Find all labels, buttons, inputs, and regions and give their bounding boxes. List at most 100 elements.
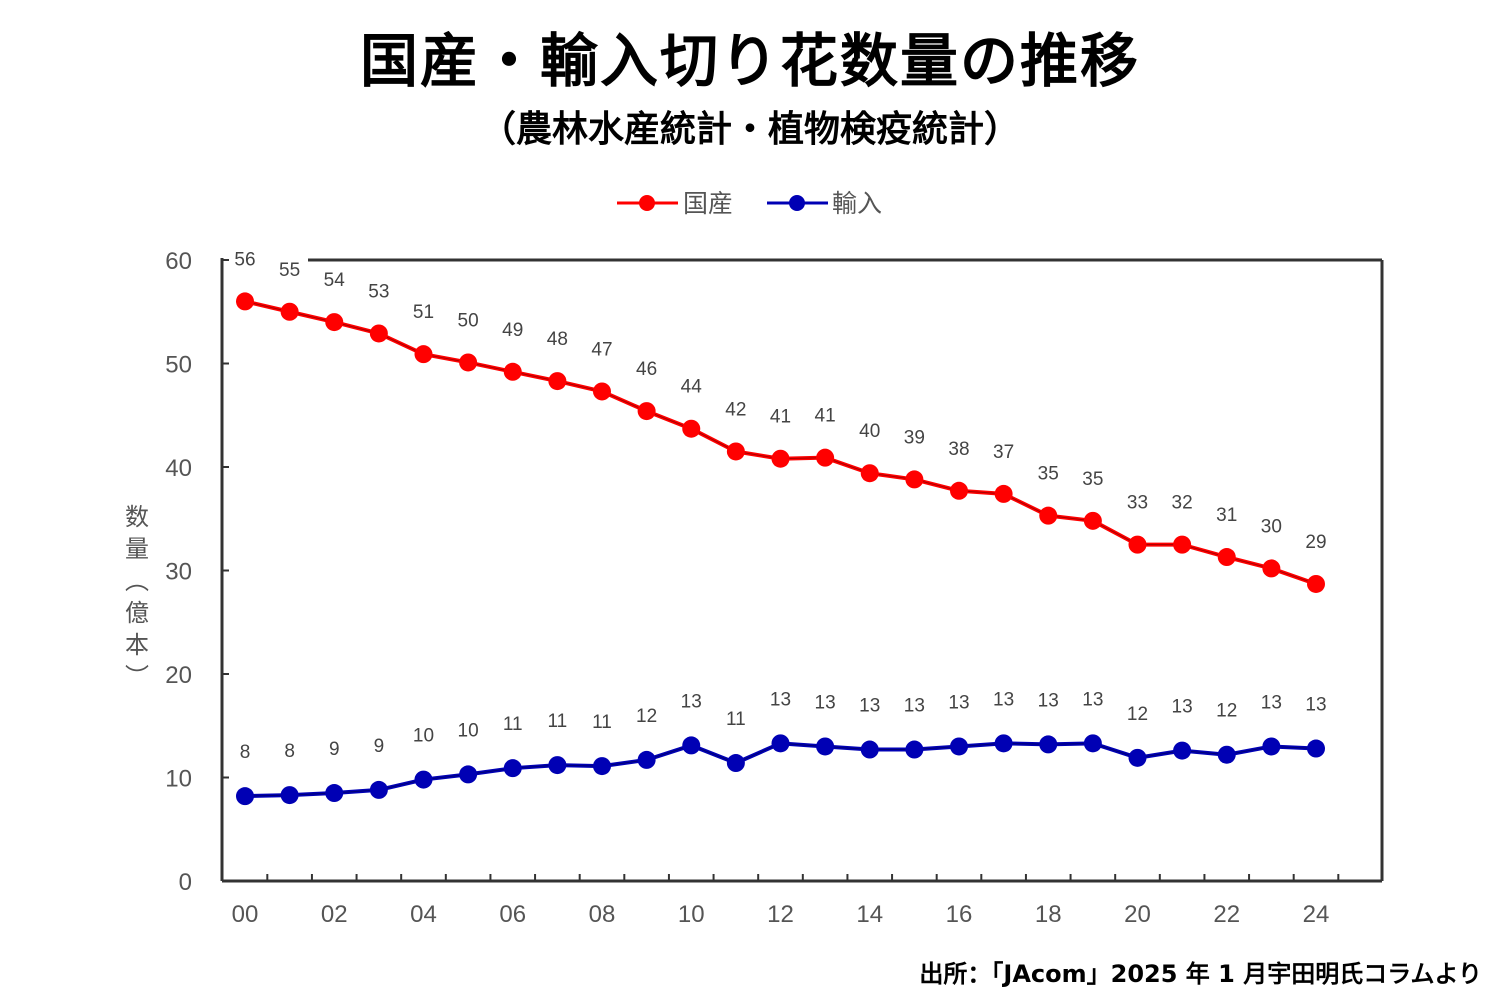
data-point xyxy=(905,470,924,489)
data-point xyxy=(726,754,745,773)
data-point xyxy=(369,780,388,799)
data-label: 38 xyxy=(948,439,969,460)
data-label: 51 xyxy=(413,302,434,323)
data-point xyxy=(503,362,522,381)
data-label: 41 xyxy=(770,407,791,428)
data-label: 8 xyxy=(284,741,295,762)
legend-item-import: 輸入 xyxy=(767,189,882,218)
data-point xyxy=(1128,535,1147,554)
data-point xyxy=(593,382,611,401)
data-label: 10 xyxy=(458,720,479,741)
data-point xyxy=(503,759,522,778)
data-label: 13 xyxy=(1038,690,1059,711)
x-tick-label: 14 xyxy=(856,901,883,928)
y-tick-label: 50 xyxy=(165,352,192,379)
data-point xyxy=(994,484,1013,503)
data-label: 30 xyxy=(1261,516,1282,537)
data-label: 35 xyxy=(1082,469,1103,490)
series-group: 56 55 54 53 51 50 49 48 47 46 44 42 41 41 40 39 38 37 35 35… xyxy=(234,249,1327,806)
data-label: 55 xyxy=(279,260,300,281)
legend-label-domestic: 国産 xyxy=(683,189,733,218)
data-label: 9 xyxy=(329,739,340,760)
data-label: 11 xyxy=(503,714,523,735)
data-point xyxy=(637,750,656,769)
data-point xyxy=(816,448,835,467)
data-point xyxy=(1128,748,1147,767)
x-tick-label: 24 xyxy=(1303,901,1330,928)
data-point xyxy=(236,292,254,311)
x-ticks: 00 02 04 06 08 10 12 14 16 18 20 22 24 xyxy=(232,874,1340,928)
y-axis-label-char: ︶ xyxy=(125,663,149,691)
data-label: 13 xyxy=(993,689,1014,710)
data-label: 13 xyxy=(948,692,969,713)
series-domestic: 56 55 54 53 51 50 49 48 47 46 44 42 41 41 40 39 38 37 35 35… xyxy=(234,249,1327,593)
y-axis-label: 数量 ︵ 億本 ︶ xyxy=(125,503,149,691)
data-label: 39 xyxy=(904,427,925,448)
data-label: 11 xyxy=(548,711,568,732)
legend-item-domestic: 国産 xyxy=(617,189,733,218)
data-label: 10 xyxy=(413,726,434,747)
data-label: 13 xyxy=(815,692,836,713)
data-label: 42 xyxy=(725,399,746,420)
y-ticks: 0 10 20 30 40 50 60 xyxy=(165,248,229,896)
x-tick-label: 18 xyxy=(1035,901,1062,928)
data-label: 50 xyxy=(458,310,479,331)
data-label: 56 xyxy=(234,249,255,270)
y-axis-label-char: ︵ xyxy=(125,567,149,595)
y-axis-label-char: 本 xyxy=(125,631,149,659)
data-point xyxy=(1039,506,1058,525)
data-point xyxy=(1262,737,1281,756)
x-tick-label: 12 xyxy=(767,901,794,928)
x-tick-label: 08 xyxy=(589,901,616,928)
data-label: 31 xyxy=(1216,505,1237,526)
x-tick-label: 10 xyxy=(678,901,705,928)
x-tick-label: 02 xyxy=(321,901,348,928)
data-point xyxy=(950,737,968,756)
data-point xyxy=(860,740,879,759)
data-label: 35 xyxy=(1038,464,1059,485)
data-point xyxy=(1173,535,1192,554)
data-label: 12 xyxy=(636,706,657,727)
data-label: 12 xyxy=(1216,701,1237,722)
data-label: 8 xyxy=(240,742,251,763)
data-label: 13 xyxy=(1172,697,1193,718)
data-point xyxy=(414,770,433,789)
data-label: 13 xyxy=(770,689,791,710)
data-label: 11 xyxy=(726,709,746,730)
data-label: 48 xyxy=(547,329,568,350)
data-point xyxy=(548,372,567,391)
y-tick-label: 60 xyxy=(165,248,192,275)
data-point xyxy=(816,737,835,756)
x-tick-label: 20 xyxy=(1124,901,1151,928)
data-point xyxy=(1083,734,1102,753)
data-label: 49 xyxy=(502,320,523,341)
data-point xyxy=(1262,559,1281,578)
data-label: 40 xyxy=(859,421,880,442)
data-label: 13 xyxy=(1082,689,1103,710)
data-label: 53 xyxy=(368,281,389,302)
series-line xyxy=(244,299,1317,586)
data-point xyxy=(1217,745,1236,764)
y-tick-label: 40 xyxy=(165,455,192,482)
chart-subtitle: （農林水産統計・植物検疫統計） xyxy=(479,109,1020,150)
data-label: 12 xyxy=(1127,704,1148,725)
data-point xyxy=(325,784,344,803)
data-label: 37 xyxy=(993,442,1014,463)
data-point xyxy=(1307,739,1325,758)
data-point xyxy=(726,442,745,461)
legend-marker-domestic xyxy=(639,195,655,211)
source-note: 出所：「JAcom」2025 年 1 月宇田明氏コラムより xyxy=(919,960,1482,988)
legend-label-import: 輸入 xyxy=(832,189,882,218)
x-tick-label: 04 xyxy=(410,901,437,928)
data-point xyxy=(682,736,701,755)
data-point xyxy=(682,419,701,438)
data-point xyxy=(994,734,1013,753)
data-point xyxy=(771,449,790,468)
data-label: 44 xyxy=(681,377,703,398)
y-axis-label-char: 数 xyxy=(125,503,149,531)
chart-title: 国産・輸入切り花数量の推移 xyxy=(359,27,1140,95)
data-point xyxy=(905,740,924,759)
data-point xyxy=(236,787,254,806)
data-point xyxy=(548,756,567,775)
